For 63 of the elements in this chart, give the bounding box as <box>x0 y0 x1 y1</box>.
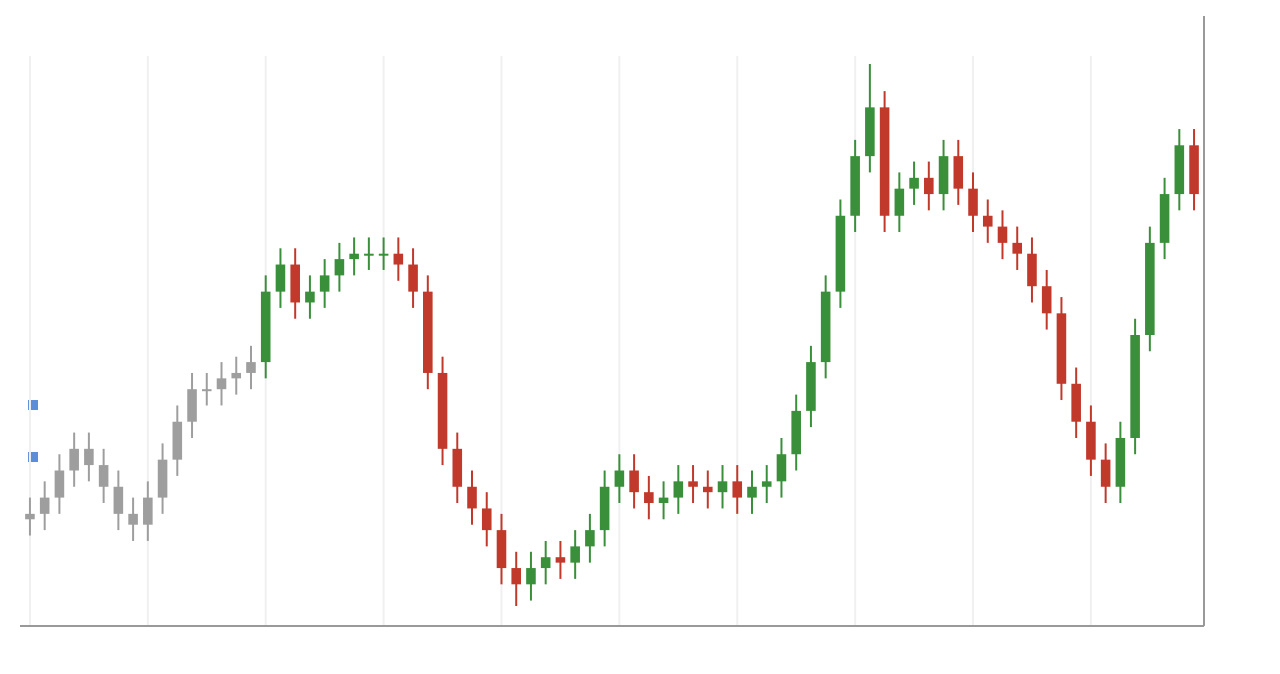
candlestick <box>393 236 404 282</box>
candlestick <box>702 469 713 510</box>
candlestick <box>334 241 345 293</box>
candlestick <box>938 138 949 212</box>
candlestick <box>231 355 242 396</box>
candlestick <box>585 512 595 564</box>
candlestick <box>570 529 580 580</box>
candlestick <box>98 447 109 505</box>
candlestick <box>143 480 153 542</box>
candlestick <box>526 550 536 602</box>
candlestick <box>187 371 197 439</box>
candlestick <box>732 464 743 515</box>
candlestick <box>408 247 418 309</box>
candlestick <box>172 404 183 477</box>
candlestick <box>467 469 477 526</box>
candlestick <box>717 464 728 510</box>
candlestick <box>275 247 286 309</box>
candlestick <box>128 496 138 542</box>
candlestick <box>997 209 1008 261</box>
candlestick <box>496 512 507 586</box>
candlestick <box>953 138 964 206</box>
candlestick <box>555 539 566 580</box>
candlestick <box>673 464 684 515</box>
candlestick <box>39 480 50 532</box>
candlestick <box>688 464 698 505</box>
candlestick <box>290 247 300 320</box>
candlestick <box>481 491 492 548</box>
candlestick <box>157 442 168 515</box>
candlestick <box>1027 236 1037 304</box>
candlestick <box>305 274 315 320</box>
candlestick <box>216 361 227 407</box>
candlestick <box>540 539 551 586</box>
candlestick <box>25 496 35 537</box>
candlestick <box>982 198 993 244</box>
candlestick <box>599 469 610 548</box>
candlestick <box>924 160 934 212</box>
candlestick <box>968 171 978 234</box>
candlestick <box>1086 404 1096 477</box>
candlestick <box>1041 268 1052 331</box>
candlestick <box>791 393 801 472</box>
candlestick <box>1100 442 1111 505</box>
candlestick <box>69 431 79 488</box>
candlestick <box>54 453 65 515</box>
candlestick <box>909 160 919 206</box>
candlestick <box>246 344 256 391</box>
candlestick <box>761 464 772 505</box>
candlestick <box>1071 366 1081 439</box>
candlestick <box>644 474 654 521</box>
candlestick <box>452 431 463 505</box>
candlestick <box>747 469 757 515</box>
candlestick <box>84 431 94 483</box>
candlestick <box>511 550 522 607</box>
candlestick <box>894 171 905 234</box>
candlestick <box>1012 225 1023 271</box>
candlestick <box>378 236 389 271</box>
candlestick <box>776 436 787 499</box>
candlestick <box>349 236 359 277</box>
candlestick <box>364 236 374 271</box>
candlestick <box>629 453 639 510</box>
candlestick <box>614 453 625 505</box>
candlestick <box>113 469 124 532</box>
candlestick <box>201 371 212 407</box>
candlestick <box>319 258 330 309</box>
